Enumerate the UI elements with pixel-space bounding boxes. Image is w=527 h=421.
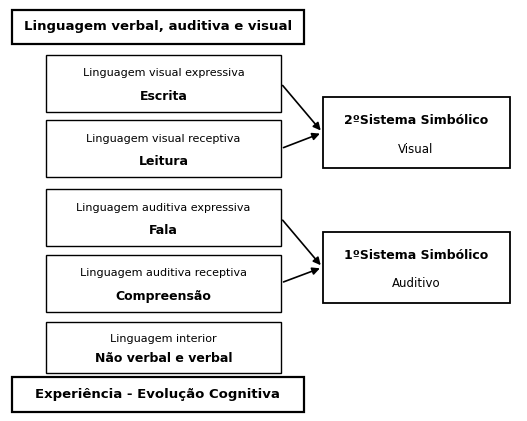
Text: Linguagem verbal, auditiva e visual: Linguagem verbal, auditiva e visual [24,21,292,33]
Text: 1ºSistema Simbólico: 1ºSistema Simbólico [344,249,488,262]
FancyBboxPatch shape [46,255,281,312]
Text: Leitura: Leitura [139,155,189,168]
FancyBboxPatch shape [46,55,281,112]
Text: Linguagem auditiva expressiva: Linguagem auditiva expressiva [76,203,251,213]
Text: Linguagem auditiva receptiva: Linguagem auditiva receptiva [80,269,247,278]
Text: Linguagem visual expressiva: Linguagem visual expressiva [83,69,245,78]
FancyBboxPatch shape [12,377,304,412]
Text: Escrita: Escrita [140,90,188,103]
FancyBboxPatch shape [323,97,510,168]
Text: Fala: Fala [149,224,178,237]
FancyBboxPatch shape [46,322,281,373]
Text: Compreensão: Compreensão [116,290,211,303]
FancyBboxPatch shape [46,120,281,177]
Text: 2ºSistema Simbólico: 2ºSistema Simbólico [344,114,488,127]
FancyBboxPatch shape [46,189,281,246]
Text: Não verbal e verbal: Não verbal e verbal [95,352,232,365]
Text: Visual: Visual [398,143,434,156]
Text: Auditivo: Auditivo [392,277,441,290]
FancyBboxPatch shape [12,10,304,44]
FancyBboxPatch shape [323,232,510,303]
Text: Linguagem visual receptiva: Linguagem visual receptiva [86,134,241,144]
Text: Linguagem interior: Linguagem interior [110,334,217,344]
Text: Experiência - Evolução Cognitiva: Experiência - Evolução Cognitiva [35,388,280,401]
